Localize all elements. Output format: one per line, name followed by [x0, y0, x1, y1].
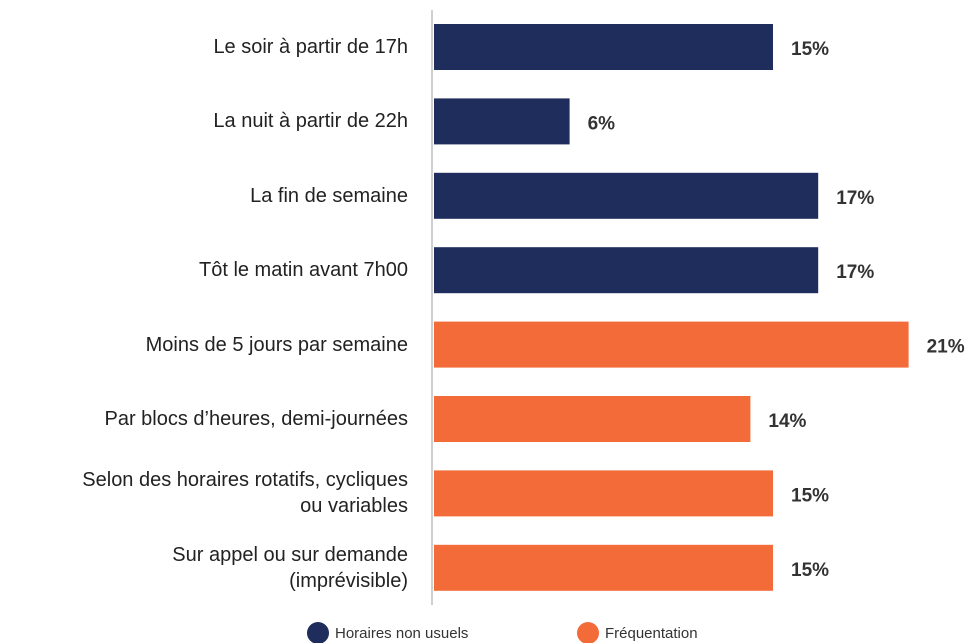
value-label: 17%: [836, 188, 874, 209]
category-label: Par blocs d’heures, demi-journées: [104, 408, 409, 430]
bar: [434, 396, 751, 442]
category-label: Le soir à partir de 17h: [213, 36, 408, 58]
legend-label: Horaires non usuels: [335, 625, 468, 642]
bar: [434, 98, 570, 145]
legend-swatch: [307, 622, 329, 643]
value-label: 15%: [791, 485, 829, 506]
legend-label: Fréquentation: [605, 625, 698, 642]
category-label: La nuit à partir de 22h: [213, 110, 408, 133]
legend-swatch: [577, 622, 599, 643]
category-label: Tôt le matin avant 7h00: [198, 259, 408, 282]
bar: [434, 321, 909, 368]
category-label: Moins de 5 jours par semaine: [145, 333, 408, 356]
category-label: Selon des horaires rotatifs, cycliques o…: [82, 469, 408, 518]
value-label: 15%: [791, 39, 829, 60]
category-label: La fin de semaine: [250, 184, 408, 207]
value-label: 6%: [588, 113, 616, 134]
bar: [434, 544, 773, 591]
value-label: 17%: [836, 262, 874, 283]
category-label: Sur appel ou sur demande (imprévisible): [172, 543, 408, 592]
bar: [434, 24, 773, 70]
value-label: 21%: [927, 337, 965, 358]
bar: [434, 470, 773, 517]
bar: [434, 172, 819, 219]
bar: [434, 247, 819, 294]
value-label: 14%: [768, 411, 806, 432]
value-label: 15%: [791, 560, 829, 581]
